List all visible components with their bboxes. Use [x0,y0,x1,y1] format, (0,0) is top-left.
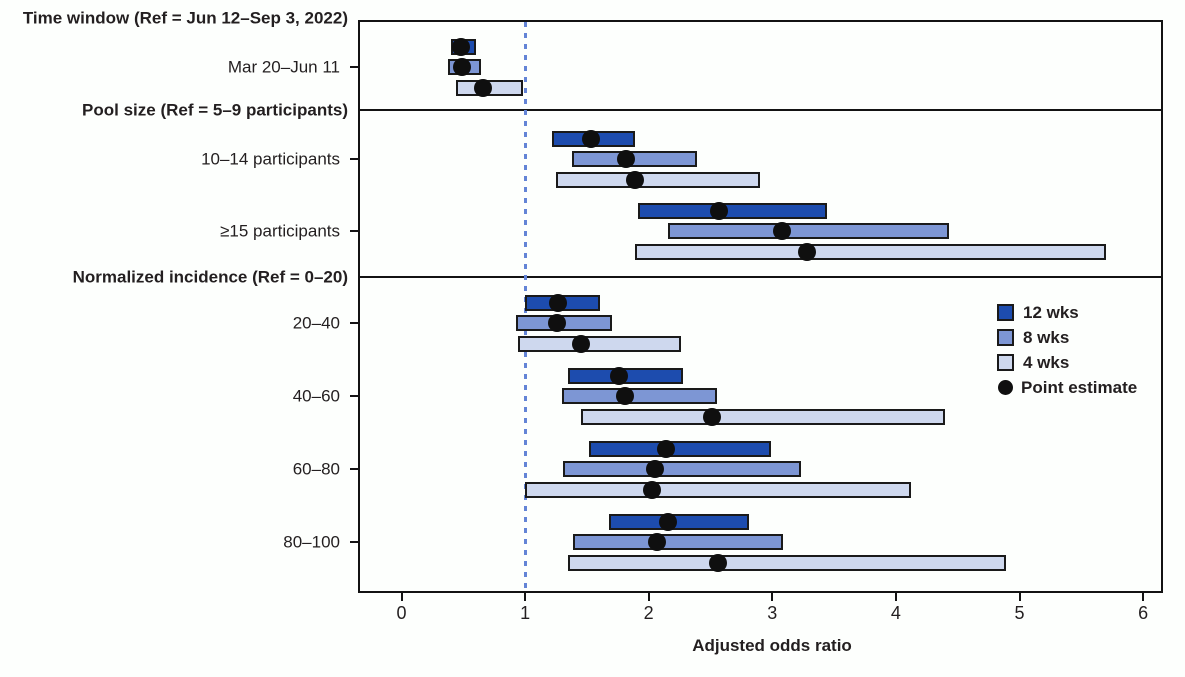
x-axis-tick-label: 0 [396,603,407,623]
category-tick [350,541,358,543]
x-axis-tick [400,593,403,601]
point-estimate-legend-icon [998,380,1013,395]
section-divider [358,109,1163,111]
x-axis-tick [1018,593,1021,601]
x-axis-title: Adjusted odds ratio [692,636,852,655]
section-header: Time window (Ref = Jun 12–Sep 3, 2022) [22,8,348,28]
ci-bar-8-wks [562,388,717,404]
legend-label: 8 wks [1023,327,1070,347]
point-estimate-dot [643,480,662,499]
x-axis-tick [1142,593,1145,601]
point-estimate-dot [710,201,729,220]
x-axis-tick-label: 1 [520,603,531,623]
point-estimate-dot [453,58,472,76]
point-estimate-dot [581,129,600,148]
point-estimate-dot [797,242,816,261]
legend-swatch-icon [997,354,1014,371]
legend-item-12-wks: 12 wks [997,300,1079,325]
category-tick [350,322,358,324]
legend-item-point-estimate: Point estimate [997,375,1137,400]
x-axis-tick-label: 3 [767,603,778,623]
ci-bar-4-wks [580,408,946,425]
legend-item-8-wks: 8 wks [997,325,1069,350]
point-estimate-dot [645,460,664,478]
x-axis-tick-label: 2 [643,603,654,623]
point-estimate-dot [548,314,567,332]
category-tick [350,395,358,397]
point-estimate-dot [474,78,493,97]
ci-bar-12-wks [589,440,772,457]
point-estimate-dot [708,553,727,572]
category-label: 10–14 participants [201,149,340,169]
category-label: 80–100 [283,532,340,552]
section-divider [358,276,1163,278]
legend-swatch-icon [997,304,1014,321]
point-estimate-dot [659,512,678,531]
category-label: 20–40 [292,313,340,333]
ci-bar-4-wks [517,335,681,352]
legend-item-4-wks: 4 wks [997,350,1069,375]
x-axis-tick-label: 5 [1014,603,1025,623]
ci-bar-4-wks [568,554,1006,571]
legend-swatch-icon [997,329,1014,346]
x-axis-tick [647,593,650,601]
ci-bar-12-wks [637,202,827,219]
category-label: 60–80 [292,459,340,479]
point-estimate-dot [616,387,635,405]
point-estimate-dot [451,37,470,56]
ci-bar-12-wks [609,513,749,530]
ci-bar-8-wks [563,461,801,477]
ci-bar-8-wks [668,223,950,239]
plot-frame [358,20,1163,593]
category-label: ≥15 participants [220,221,340,241]
legend-label: 12 wks [1023,302,1079,322]
point-estimate-dot [610,366,629,385]
point-estimate-dot [626,170,645,189]
point-estimate-dot [773,222,792,240]
category-tick [350,230,358,232]
category-tick [350,158,358,160]
point-estimate-dot [702,407,721,426]
point-estimate-dot [657,439,675,458]
ci-bar-8-wks [573,534,784,550]
x-axis-tick-label: 4 [890,603,901,623]
ci-bar-4-wks [635,243,1106,260]
point-estimate-dot [617,150,636,168]
legend-label: 4 wks [1023,352,1070,372]
ci-bar-4-wks [556,171,760,188]
x-axis-tick [771,593,774,601]
point-estimate-dot [549,293,568,312]
point-estimate-dot [571,334,590,353]
x-axis-tick-label: 6 [1138,603,1149,623]
category-label: Mar 20–Jun 11 [227,57,340,77]
x-axis-tick [894,593,897,601]
point-estimate-dot [648,533,667,551]
category-tick [350,468,358,470]
section-header: Normalized incidence (Ref = 0–20) [72,267,348,287]
ci-bar-4-wks [525,481,911,498]
legend-label: Point estimate [1021,377,1138,397]
category-tick [350,66,358,68]
category-label: 40–60 [292,386,340,406]
x-axis-tick [524,593,527,601]
section-header: Pool size (Ref = 5–9 participants) [82,100,348,120]
